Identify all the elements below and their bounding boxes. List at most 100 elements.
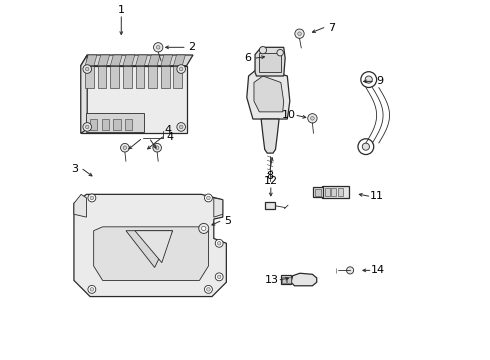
Bar bbox=[101, 119, 109, 130]
Circle shape bbox=[199, 224, 209, 233]
Text: 8: 8 bbox=[267, 171, 274, 181]
Polygon shape bbox=[85, 55, 97, 66]
Circle shape bbox=[218, 275, 221, 279]
Circle shape bbox=[123, 146, 126, 149]
Bar bbox=[338, 188, 343, 196]
Polygon shape bbox=[123, 66, 132, 88]
Circle shape bbox=[204, 285, 212, 293]
Polygon shape bbox=[81, 55, 193, 66]
Bar bbox=[86, 113, 145, 132]
Text: 11: 11 bbox=[369, 191, 384, 201]
Bar bbox=[313, 187, 323, 197]
Circle shape bbox=[259, 46, 267, 54]
Circle shape bbox=[155, 146, 159, 149]
Polygon shape bbox=[291, 273, 317, 286]
Bar bbox=[325, 188, 330, 196]
Text: 4: 4 bbox=[164, 125, 171, 135]
Polygon shape bbox=[126, 231, 172, 267]
Polygon shape bbox=[135, 231, 172, 263]
Text: 5: 5 bbox=[224, 216, 231, 226]
Polygon shape bbox=[214, 198, 223, 217]
Circle shape bbox=[83, 65, 92, 73]
Circle shape bbox=[90, 288, 94, 291]
Circle shape bbox=[201, 226, 206, 230]
Circle shape bbox=[311, 117, 314, 120]
Polygon shape bbox=[74, 194, 226, 297]
Circle shape bbox=[88, 285, 96, 293]
Text: 12: 12 bbox=[264, 176, 278, 186]
Circle shape bbox=[346, 267, 354, 274]
Circle shape bbox=[177, 123, 186, 131]
Polygon shape bbox=[148, 55, 160, 66]
Circle shape bbox=[204, 194, 212, 202]
Circle shape bbox=[83, 123, 92, 131]
Bar bbox=[259, 53, 281, 72]
Polygon shape bbox=[94, 227, 208, 280]
Circle shape bbox=[277, 49, 283, 56]
Circle shape bbox=[88, 194, 96, 202]
Bar bbox=[282, 277, 286, 283]
Polygon shape bbox=[161, 55, 172, 66]
Bar bbox=[315, 189, 321, 196]
Text: 10: 10 bbox=[282, 111, 296, 121]
Circle shape bbox=[179, 67, 183, 71]
Polygon shape bbox=[247, 67, 290, 119]
Circle shape bbox=[362, 143, 369, 150]
Polygon shape bbox=[281, 275, 291, 284]
Circle shape bbox=[179, 125, 183, 129]
Circle shape bbox=[177, 65, 186, 73]
Polygon shape bbox=[81, 55, 87, 134]
Text: 2: 2 bbox=[188, 42, 196, 52]
Circle shape bbox=[85, 125, 89, 129]
Circle shape bbox=[215, 273, 223, 281]
Bar bbox=[125, 119, 132, 130]
Polygon shape bbox=[148, 66, 157, 88]
Circle shape bbox=[358, 139, 374, 154]
Text: 3: 3 bbox=[72, 164, 78, 174]
Circle shape bbox=[218, 242, 221, 245]
Bar bbox=[331, 188, 336, 196]
Polygon shape bbox=[161, 66, 170, 88]
Polygon shape bbox=[110, 66, 119, 88]
Text: 14: 14 bbox=[370, 265, 385, 275]
Text: 6: 6 bbox=[245, 53, 251, 63]
Polygon shape bbox=[123, 55, 135, 66]
Circle shape bbox=[215, 239, 223, 247]
Circle shape bbox=[295, 29, 304, 39]
Text: 9: 9 bbox=[377, 76, 384, 86]
Circle shape bbox=[153, 42, 163, 52]
Polygon shape bbox=[255, 47, 285, 76]
Polygon shape bbox=[98, 55, 110, 66]
Circle shape bbox=[121, 143, 129, 152]
Circle shape bbox=[153, 143, 161, 152]
Circle shape bbox=[361, 72, 377, 87]
Circle shape bbox=[85, 67, 89, 71]
Text: 7: 7 bbox=[328, 23, 335, 33]
Polygon shape bbox=[261, 119, 279, 153]
Polygon shape bbox=[173, 66, 182, 88]
Bar bbox=[90, 119, 97, 130]
Circle shape bbox=[298, 32, 301, 36]
Polygon shape bbox=[81, 66, 187, 134]
Circle shape bbox=[90, 196, 94, 200]
Polygon shape bbox=[98, 66, 106, 88]
Text: 1: 1 bbox=[118, 5, 125, 15]
Polygon shape bbox=[136, 66, 145, 88]
Text: 13: 13 bbox=[265, 275, 279, 285]
Polygon shape bbox=[173, 55, 185, 66]
Text: 4: 4 bbox=[167, 132, 174, 142]
Bar bbox=[266, 202, 275, 210]
Circle shape bbox=[156, 45, 160, 49]
Bar bbox=[322, 186, 349, 198]
Polygon shape bbox=[110, 55, 122, 66]
Circle shape bbox=[365, 76, 372, 83]
Polygon shape bbox=[254, 76, 284, 112]
Polygon shape bbox=[136, 55, 147, 66]
Polygon shape bbox=[74, 194, 87, 217]
Polygon shape bbox=[85, 66, 94, 88]
Bar bbox=[113, 119, 121, 130]
Circle shape bbox=[308, 114, 317, 123]
Bar bbox=[287, 277, 291, 283]
Circle shape bbox=[207, 196, 210, 200]
Circle shape bbox=[207, 288, 210, 291]
